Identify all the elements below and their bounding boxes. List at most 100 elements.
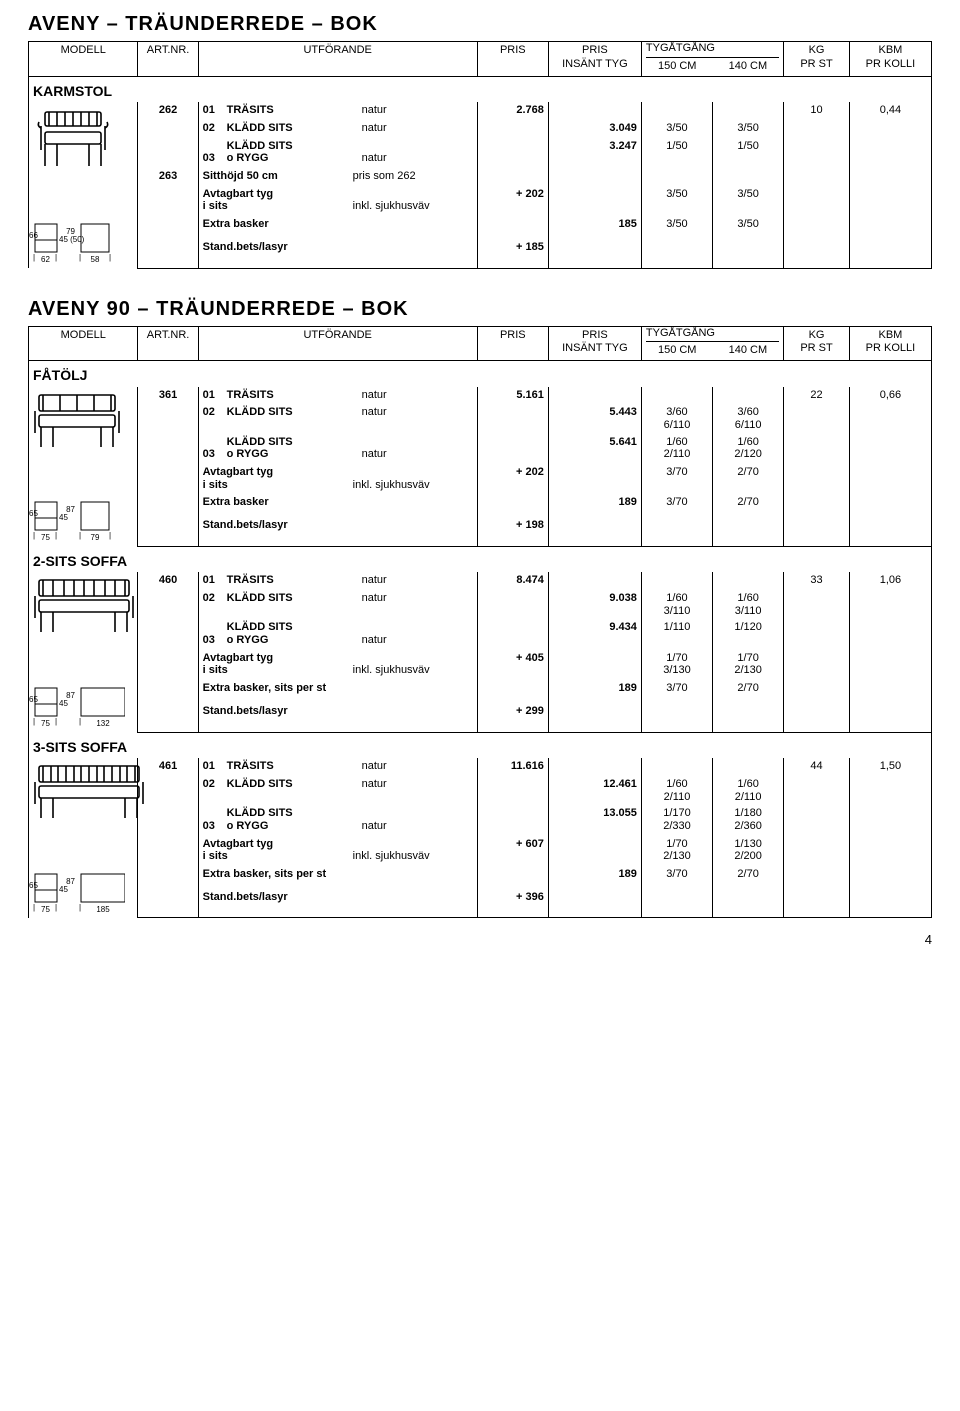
cell-pris [477,590,548,619]
cell-pris: + 299 [477,703,548,732]
cell-tyg150 [641,572,712,590]
table-row: 46001TRÄSITSnatur8.474331,06 [29,572,932,590]
table-row: 263Sitthöjd 50 cmpris som 262 [29,168,932,186]
table-row: 03KLÄDD SITSo RYGGnatur13.0551/1702/3301… [29,805,932,835]
cell-pris: 11.616 [477,758,548,776]
cell-insatt [548,758,641,776]
cell-insatt [548,239,641,268]
sofa2-icon [29,574,139,640]
svg-text:|: | [55,717,57,726]
cell-kg: 44 [784,758,850,776]
cell-insatt [548,186,641,216]
cell-pris: 8.474 [477,572,548,590]
cell-kbm [849,680,931,703]
cell-insatt [548,517,641,546]
cell-tyg150: 1/602/110 [641,776,712,805]
table-row: 02KLÄDD SITSnatur3.0493/503/50 [29,120,932,138]
cell-pris [477,404,548,433]
cell-insatt: 9.038 [548,590,641,619]
cell-artnr [138,889,198,918]
cell-tyg150 [641,239,712,268]
svg-text:132: 132 [96,719,110,728]
cell-pris [477,434,548,464]
cell-artnr [138,517,198,546]
cell-tyg140: 3/50 [713,120,784,138]
th-kbm: KBMPR KOLLI [849,42,931,77]
cell-artnr [138,650,198,680]
table-row: Avtagbart tygi sitsinkl. sjukhusväv+ 405… [29,650,932,680]
svg-text:|: | [33,903,35,912]
cell-artnr [138,464,198,494]
cell-tyg140 [713,239,784,268]
cell-insatt: 189 [548,494,641,517]
cell-utforande: Sitthöjd 50 cmpris som 262 [198,168,477,186]
table-row: 26201TRÄSITSnatur2.768100,44 [29,102,932,120]
cell-tyg150: 1/702/130 [641,836,712,866]
svg-text:87: 87 [66,505,75,514]
svg-text:45: 45 [59,513,68,522]
cell-artnr [138,805,198,835]
cell-kg: 22 [784,387,850,405]
svg-text:|: | [55,253,57,262]
th-pris: PRIS [477,42,548,77]
svg-text:|: | [79,717,81,726]
table-row: 46101TRÄSITSnatur11.616441,50 [29,758,932,776]
cell-tyg150: 3/50 [641,216,712,239]
cell-insatt: 5.641 [548,434,641,464]
cell-kg [784,168,850,186]
svg-text:|: | [109,531,111,540]
cell-tyg150: 1/602/110 [641,434,712,464]
cell-utforande: 01TRÄSITSnatur [198,758,477,776]
svg-text:|: | [109,253,111,262]
table-row: 6545758779||||Extra basker1893/702/70 [29,494,932,517]
cell-artnr [138,216,198,239]
cell-pris [477,680,548,703]
cell-kbm [849,464,931,494]
cell-utforande: 01TRÄSITSnatur [198,102,477,120]
cell-pris [477,120,548,138]
table-row: Stand.bets/lasyr+ 299 [29,703,932,732]
cell-tyg150: 1/603/110 [641,590,712,619]
cell-tyg150: 3/606/110 [641,404,712,433]
cell-pris: + 607 [477,836,548,866]
cell-insatt [548,650,641,680]
cell-pris: 2.768 [477,102,548,120]
cell-kbm [849,590,931,619]
cell-tyg150 [641,889,712,918]
cell-artnr [138,186,198,216]
cell-kbm: 1,06 [849,572,931,590]
svg-text:65: 65 [29,509,38,518]
svg-text:58: 58 [91,255,100,264]
cell-tyg140 [713,168,784,186]
cell-kg [784,703,850,732]
cell-kg [784,590,850,619]
cell-insatt: 13.055 [548,805,641,835]
cell-artnr [138,404,198,433]
cell-artnr [138,138,198,168]
group-heading-row: FÅTÖLJ [29,361,932,387]
th-modell: MODELL [29,326,138,361]
cell-pris [477,168,548,186]
cell-kbm [849,216,931,239]
dimension-cell: 6645 (50)627958|||| [29,216,138,268]
cell-insatt [548,387,641,405]
cell-kg [784,434,850,464]
cell-kg [784,517,850,546]
price-table: MODELLART.NR.UTFÖRANDEPRISPRISINSÄNT TYG… [28,41,932,269]
cell-kg [784,650,850,680]
table-row: 6645 (50)627958||||Extra basker1853/503/… [29,216,932,239]
cell-kbm [849,494,931,517]
cell-tyg150: 3/50 [641,186,712,216]
cell-pris [477,866,548,889]
cell-artnr: 361 [138,387,198,405]
cell-kg [784,889,850,918]
cell-tyg150 [641,102,712,120]
cell-kbm [849,239,931,268]
table-row: Avtagbart tygi sitsinkl. sjukhusväv+ 202… [29,464,932,494]
price-table: MODELLART.NR.UTFÖRANDEPRISPRISINSÄNT TYG… [28,326,932,919]
cell-artnr: 461 [138,758,198,776]
table-row: 36101TRÄSITSnatur5.161220,66 [29,387,932,405]
cell-tyg140: 3/50 [713,216,784,239]
svg-text:79: 79 [91,533,100,542]
cell-utforande: 02KLÄDD SITSnatur [198,404,477,433]
